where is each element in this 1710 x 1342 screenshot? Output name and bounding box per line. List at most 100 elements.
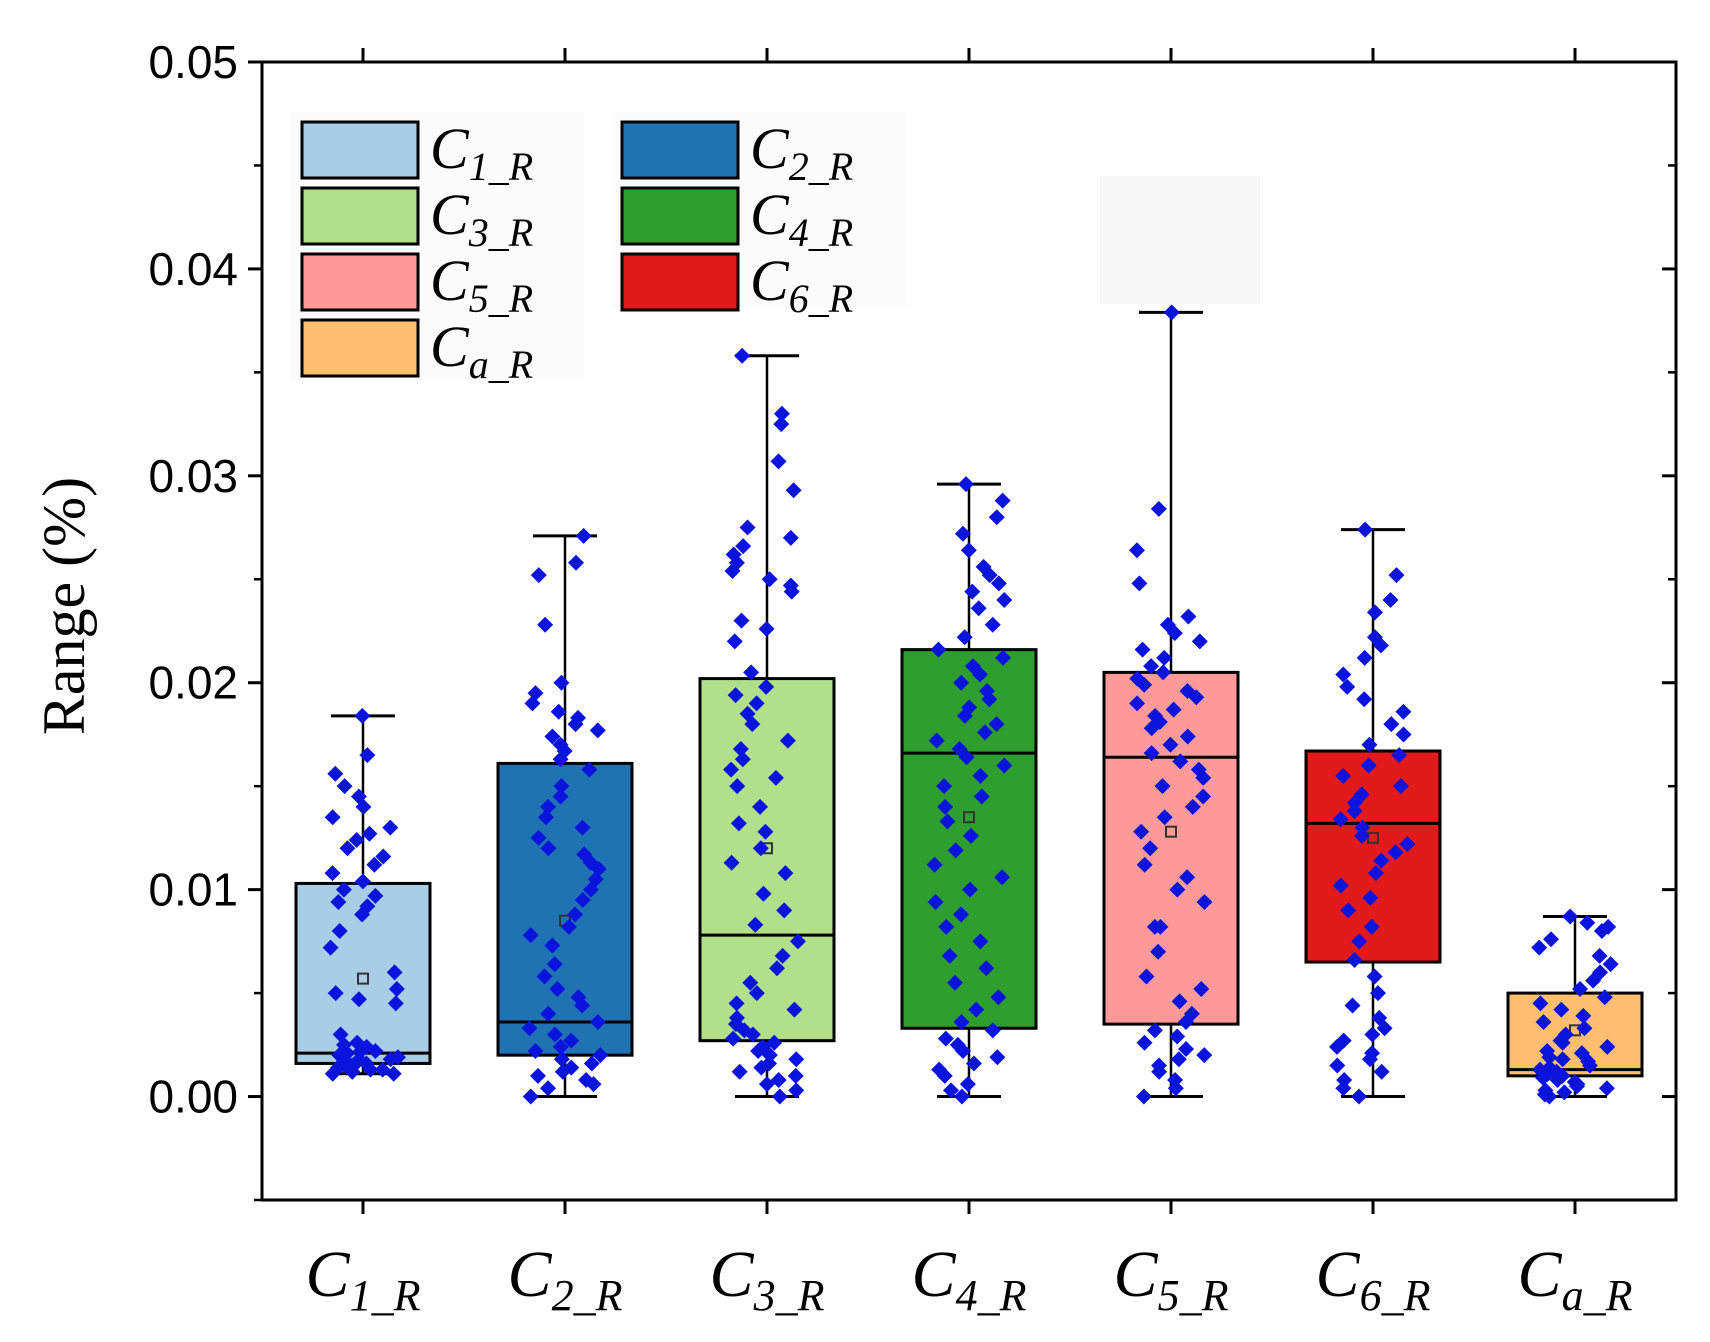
data-point	[725, 1030, 742, 1047]
data-point	[530, 567, 547, 584]
data-point	[984, 616, 1001, 633]
data-point	[1356, 649, 1373, 666]
data-point	[927, 894, 944, 911]
x-tick-label: C2_R	[508, 1238, 623, 1320]
data-point	[774, 947, 791, 964]
data-point	[785, 482, 802, 499]
data-point	[1363, 918, 1380, 935]
data-point	[1535, 1069, 1552, 1086]
data-point	[1155, 664, 1172, 681]
legend-swatch	[300, 318, 420, 378]
data-point	[956, 707, 973, 724]
data-point	[1391, 747, 1408, 764]
mean-marker	[963, 811, 975, 824]
data-point	[522, 1088, 539, 1105]
legend-swatch	[620, 120, 740, 180]
y-tick-label: 0.05	[148, 36, 238, 88]
data-point	[1395, 703, 1412, 720]
data-point	[354, 873, 371, 890]
x-tick-label-subscript: 5_R	[1158, 1271, 1229, 1320]
x-tick-label-base: C	[306, 1238, 351, 1311]
y-axis: 0.00 0.01 0.02 0.03 0.04 0.05	[148, 36, 1676, 1202]
legend-background-patch	[1100, 176, 1260, 304]
legend-swatch	[300, 120, 420, 180]
data-point	[978, 960, 995, 977]
data-point	[1554, 1034, 1571, 1051]
data-point	[994, 869, 1011, 886]
data-point	[524, 695, 541, 712]
data-point	[990, 989, 1007, 1006]
data-point	[1366, 968, 1383, 985]
x-tick-label: C4_R	[912, 1238, 1027, 1320]
box-Ca_R	[1506, 915, 1644, 1099]
data-point	[953, 1014, 970, 1031]
data-point	[567, 906, 584, 923]
data-point	[743, 664, 760, 681]
data-point	[585, 1076, 602, 1093]
data-point	[1131, 575, 1148, 592]
data-point	[1367, 865, 1384, 882]
data-point	[1383, 716, 1400, 733]
data-point	[953, 906, 970, 923]
data-point	[560, 918, 577, 935]
data-point	[937, 1030, 954, 1047]
data-point	[758, 620, 775, 637]
data-point	[777, 865, 794, 882]
data-point	[1541, 1088, 1558, 1105]
data-point	[1335, 767, 1352, 784]
data-point	[789, 933, 806, 950]
legend-item: Ca_R	[300, 314, 533, 387]
data-point	[1356, 691, 1373, 708]
mean-marker	[1165, 825, 1177, 838]
data-point	[996, 757, 1013, 774]
data-point	[1575, 1007, 1592, 1024]
data-point	[1136, 1034, 1153, 1051]
data-point	[527, 1043, 544, 1060]
data-point	[1346, 803, 1363, 820]
data-point	[1532, 995, 1549, 1012]
data-point	[937, 798, 954, 815]
data-point	[552, 788, 569, 805]
data-point	[981, 691, 998, 708]
x-tick-label-subscript: 4_R	[956, 1271, 1027, 1320]
data-point	[574, 891, 591, 908]
data-point	[568, 554, 585, 571]
data-point	[943, 1082, 960, 1099]
data-point	[971, 666, 988, 683]
data-point	[755, 885, 772, 902]
x-tick-label-subscript: 1_R	[350, 1271, 421, 1320]
data-point	[734, 751, 751, 768]
data-point	[567, 716, 584, 733]
data-point	[973, 788, 990, 805]
data-point	[744, 716, 761, 733]
data-point	[322, 939, 339, 956]
data-point	[1180, 608, 1197, 625]
data-point	[1543, 931, 1560, 948]
data-point	[984, 1022, 1001, 1039]
data-point	[1136, 856, 1153, 873]
legend-label-subscript: 5_R	[469, 276, 533, 321]
data-point	[366, 856, 383, 873]
data-point	[753, 1059, 770, 1076]
y-tick-label: 0.04	[148, 243, 238, 295]
data-point	[988, 716, 1005, 733]
data-point	[959, 1076, 976, 1093]
data-point	[1373, 852, 1390, 869]
x-tick-label: C1_R	[306, 1238, 421, 1320]
legend-swatch	[620, 252, 740, 312]
legend-label-subscript: 1_R	[469, 144, 533, 189]
data-point	[1169, 881, 1186, 898]
data-point	[776, 902, 793, 919]
data-point	[972, 767, 989, 784]
mean-marker	[357, 972, 369, 985]
data-point	[786, 1001, 803, 1018]
data-point	[1599, 1038, 1616, 1055]
data-point	[779, 732, 796, 749]
data-point	[994, 492, 1011, 509]
data-point	[989, 1049, 1006, 1066]
data-point	[521, 1020, 538, 1037]
data-point	[1596, 989, 1613, 1006]
data-point	[748, 985, 765, 1002]
data-point	[537, 616, 554, 633]
data-point	[1562, 908, 1579, 925]
